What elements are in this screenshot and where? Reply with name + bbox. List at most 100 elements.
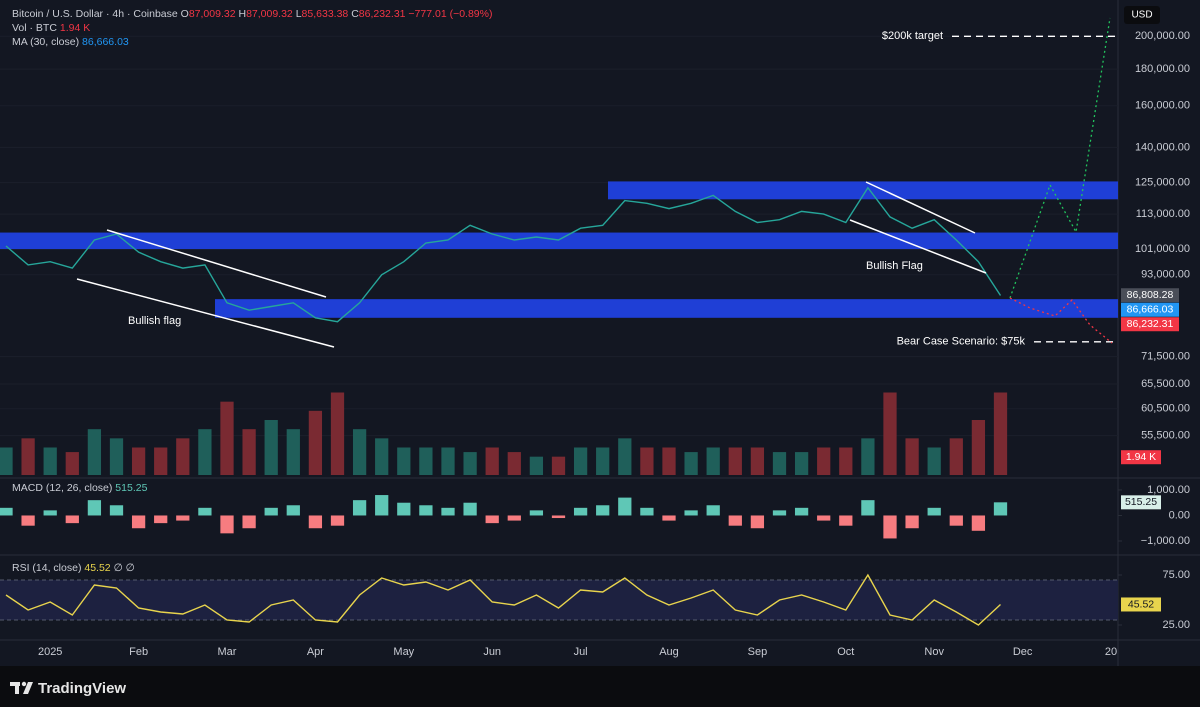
rsi-value: 45.52 xyxy=(84,562,110,574)
ma-value: 86,666.03 xyxy=(82,36,129,48)
bar xyxy=(286,429,300,475)
x-tick-label: 2025 xyxy=(38,646,62,658)
bar xyxy=(750,515,765,529)
bar xyxy=(839,515,853,526)
price-label xyxy=(1121,302,1179,317)
bar xyxy=(551,456,566,475)
ohlc-key: O xyxy=(181,8,189,20)
bar xyxy=(905,438,919,475)
bar xyxy=(640,507,654,516)
channel-line xyxy=(865,181,976,234)
bar xyxy=(131,515,146,529)
bar xyxy=(662,515,676,521)
volume-title: Vol · BTC xyxy=(12,22,57,34)
ohlc-value: 87,009.32 xyxy=(189,8,236,20)
bar xyxy=(176,438,190,475)
x-tick-label: Mar xyxy=(218,646,237,658)
plot-layer: 2025 Feb Mar Apr May Jun Jul Aug Sep Oct Nov Dec 20 2… xyxy=(0,30,1190,658)
bar xyxy=(573,507,588,516)
bar xyxy=(286,505,300,516)
ohlc-value: 86,232.31 xyxy=(359,8,406,20)
bar xyxy=(529,510,544,516)
last-value-label xyxy=(1121,597,1161,612)
currency[interactable]: USD xyxy=(1131,10,1152,21)
bar xyxy=(839,447,853,475)
bar xyxy=(65,452,79,475)
bar xyxy=(507,452,521,475)
series-line xyxy=(5,573,1001,626)
bar xyxy=(109,505,124,516)
brand: TradingView xyxy=(38,680,126,697)
bar xyxy=(662,447,676,475)
bar xyxy=(971,515,986,531)
x-tick-label: Apr xyxy=(307,646,324,658)
x-tick-label: Nov xyxy=(924,646,944,658)
bar xyxy=(905,515,919,529)
bar xyxy=(397,447,411,475)
bar xyxy=(65,515,79,524)
x-tick-label: 20 xyxy=(1105,646,1117,658)
zone xyxy=(0,232,1118,250)
bar xyxy=(684,510,698,516)
bar xyxy=(352,429,367,475)
rsi-extra: ∅ ∅ xyxy=(114,562,135,574)
zone xyxy=(215,299,1118,318)
bar xyxy=(618,438,632,475)
volume-value: 1.94 K xyxy=(60,22,90,34)
currency-badge[interactable] xyxy=(1124,6,1160,24)
bar xyxy=(352,500,367,516)
logo xyxy=(10,681,33,694)
y-tick-label: 180,000.00 xyxy=(1135,63,1190,75)
bar xyxy=(640,447,654,475)
bar xyxy=(242,515,256,529)
bar xyxy=(308,410,323,475)
legend-header: Bitcoin / U.S. Dollar · 4h · Coinbase O8… xyxy=(12,8,492,20)
x-tick-label: Jun xyxy=(483,646,501,658)
bar xyxy=(750,447,765,475)
series-line xyxy=(5,186,1002,323)
bar xyxy=(971,420,986,475)
bar xyxy=(220,401,234,475)
bar xyxy=(375,495,389,516)
logo-part xyxy=(15,682,19,694)
x-tick-label: Sep xyxy=(748,646,768,658)
bar xyxy=(87,429,102,475)
bar xyxy=(43,447,57,475)
y-tick-label: 65,500.00 xyxy=(1141,378,1190,390)
bar xyxy=(883,515,897,539)
bar xyxy=(927,447,941,475)
y-tick-label: 101,000.00 xyxy=(1135,243,1190,255)
bar xyxy=(21,515,35,526)
volume-legend: Vol · BTC 1.94 K xyxy=(12,22,90,34)
x-tick-label: May xyxy=(393,646,414,658)
bar xyxy=(463,502,477,516)
x-tick-label: Jul xyxy=(574,646,588,658)
y-tick-label: 160,000.00 xyxy=(1135,100,1190,112)
bar xyxy=(308,515,323,529)
last-value-text: 1.94 K xyxy=(1126,451,1156,463)
bar xyxy=(0,507,13,516)
bar xyxy=(397,502,411,516)
last-value-text: 515.25 xyxy=(1125,496,1157,508)
bar xyxy=(242,429,256,475)
bar xyxy=(375,438,389,475)
macd-value: 515.25 xyxy=(115,482,147,494)
bar xyxy=(728,515,742,526)
ma-legend: MA (30, close) 86,666.03 xyxy=(12,36,129,48)
ohlc-key: H xyxy=(238,8,246,20)
y-tick-label: 93,000.00 xyxy=(1141,269,1190,281)
channel-line xyxy=(849,219,987,274)
bar xyxy=(573,447,588,475)
ohlc-key: C xyxy=(351,8,359,20)
bar xyxy=(817,515,831,521)
bar xyxy=(927,507,941,516)
y-tick-label: 0.00 xyxy=(1169,509,1190,521)
channel-line xyxy=(76,278,335,348)
ohlc-value: 85,633.38 xyxy=(302,8,349,20)
price-label-text: 86,232.31 xyxy=(1127,318,1174,330)
bar xyxy=(596,447,610,475)
bar xyxy=(109,438,124,475)
zone xyxy=(608,181,1118,200)
y-tick-label: 125,000.00 xyxy=(1135,177,1190,189)
bar xyxy=(21,438,35,475)
